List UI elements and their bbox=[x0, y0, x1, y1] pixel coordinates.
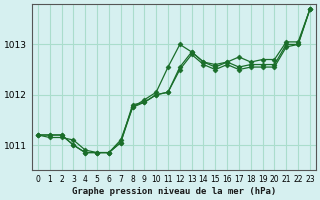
X-axis label: Graphe pression niveau de la mer (hPa): Graphe pression niveau de la mer (hPa) bbox=[72, 187, 276, 196]
